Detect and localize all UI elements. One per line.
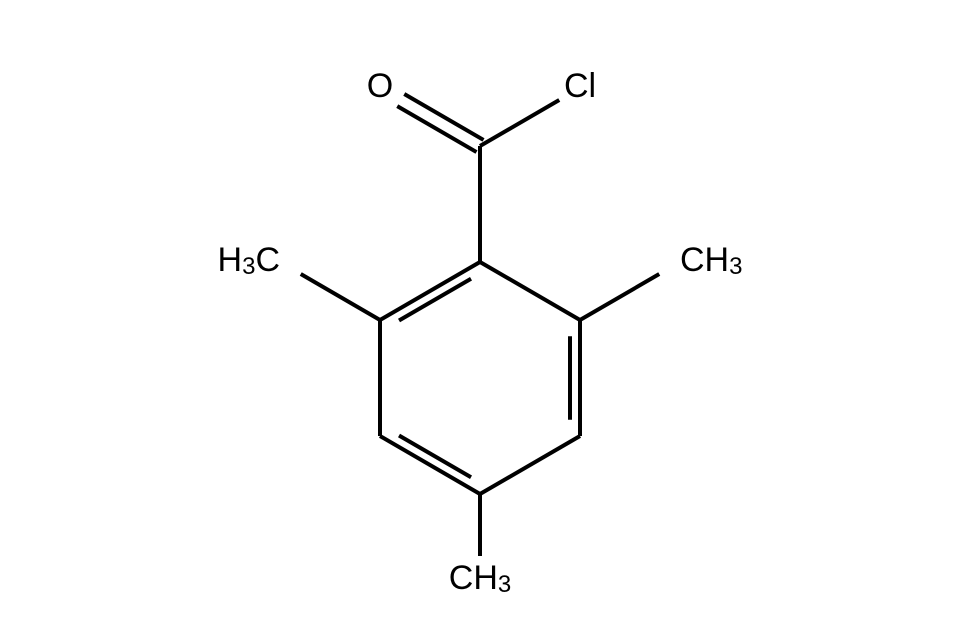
bond <box>480 100 559 146</box>
bond <box>580 274 659 320</box>
bond <box>480 262 580 320</box>
bond <box>399 435 471 477</box>
atom-label-me2: CH3 <box>680 241 742 280</box>
bond <box>301 274 380 320</box>
molecule-diagram: O Cl CH3 H3C CH3 <box>0 0 960 633</box>
bond <box>399 279 471 321</box>
atom-label-o: O <box>367 67 393 105</box>
bond <box>380 436 480 494</box>
atom-label-me4: CH3 <box>449 559 511 598</box>
atom-label-me6: H3C <box>218 241 280 280</box>
bond <box>480 436 580 494</box>
bond <box>380 262 480 320</box>
atom-label-cl: Cl <box>564 67 596 105</box>
